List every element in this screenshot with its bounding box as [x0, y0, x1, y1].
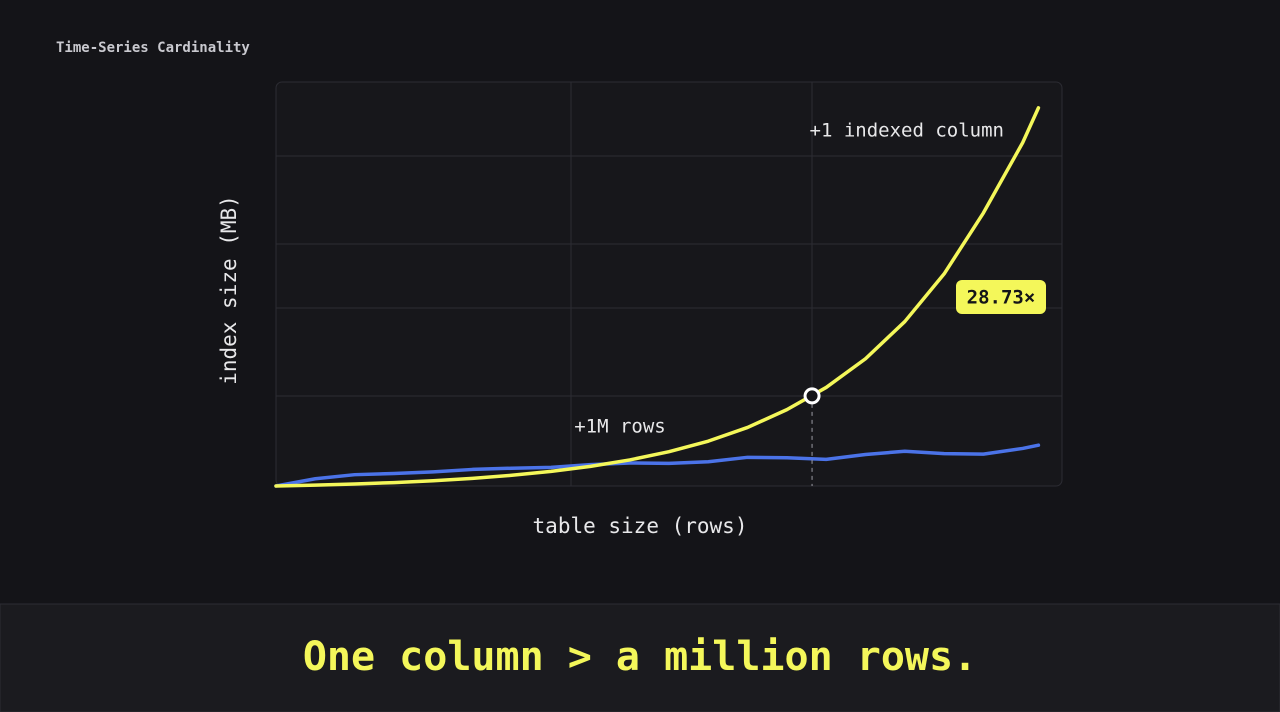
annotation: +1M rows [574, 416, 666, 438]
badge-text: 28.73× [967, 287, 1036, 309]
page-title: Time-Series Cardinality [56, 40, 250, 56]
highlight-point [803, 387, 821, 405]
grid [276, 82, 1062, 486]
x-axis-label: table size (rows) [533, 514, 748, 538]
banner [0, 603, 1280, 712]
annotation: +1 indexed column [810, 120, 1004, 142]
series-line [274, 106, 1041, 488]
y-axis-label: index size (MB) [217, 195, 241, 385]
plot-area [275, 81, 1063, 487]
banner-text: One column > a million rows. [303, 634, 977, 680]
badge [956, 280, 1046, 314]
series-line [274, 443, 1041, 488]
